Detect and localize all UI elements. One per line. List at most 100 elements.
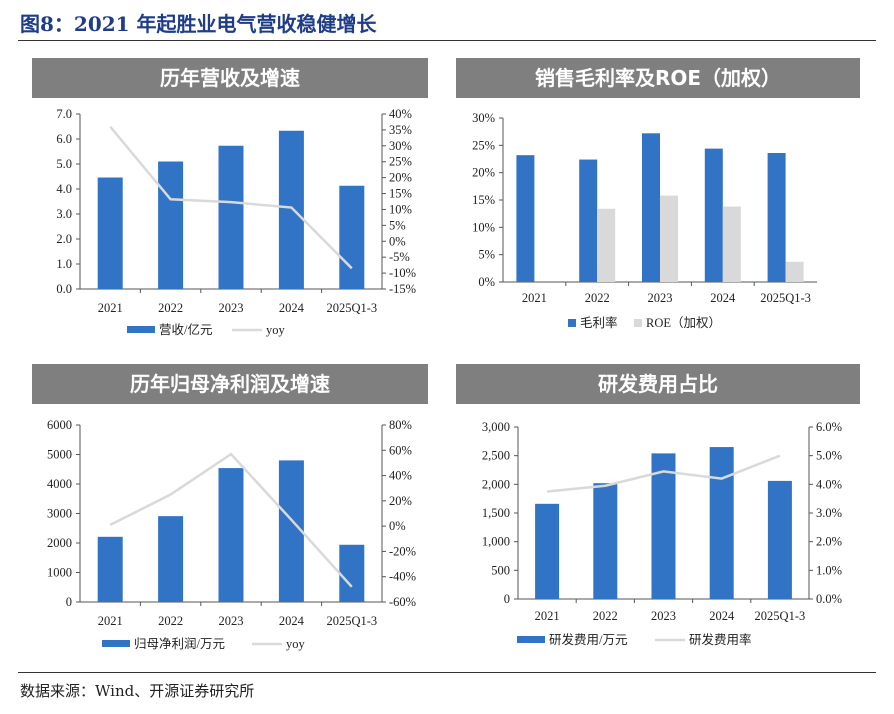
- bar: [767, 480, 792, 599]
- legend-swatch: [102, 640, 130, 647]
- bar: [709, 447, 734, 599]
- bar: [597, 208, 616, 282]
- left-tick-label: 6.0: [56, 132, 72, 146]
- right-tick-label: 10%: [389, 202, 412, 216]
- right-tick-label: 15%: [389, 187, 412, 201]
- legend-label: 毛利率: [580, 315, 618, 330]
- title-rule: [18, 40, 876, 41]
- legend-label: 营收/亿元: [159, 322, 212, 337]
- x-tick-label: 2022: [158, 301, 183, 315]
- x-tick-label: 2024: [279, 614, 305, 628]
- left-tick-label: 4000: [47, 477, 72, 491]
- bar: [704, 148, 723, 282]
- bar: [593, 483, 618, 599]
- left-tick-label: 5.0: [56, 157, 72, 171]
- source-rule: [18, 672, 876, 673]
- left-tick-label: 10%: [472, 220, 495, 234]
- legend-swatch: [517, 636, 545, 643]
- right-tick-label: 0%: [389, 234, 406, 248]
- bar: [339, 544, 365, 602]
- series-line: [109, 452, 353, 588]
- legend-swatch: [634, 319, 642, 327]
- right-tick-label: 0%: [389, 519, 406, 533]
- right-tick-label: 20%: [389, 171, 412, 185]
- legend-label: ROE（加权）: [646, 315, 721, 330]
- x-tick-label: 2025Q1-3: [326, 301, 377, 315]
- legend-label: yoy: [286, 637, 306, 651]
- bar: [158, 161, 184, 289]
- left-tick-label: 30%: [472, 111, 495, 125]
- x-tick-label: 2023: [219, 301, 244, 315]
- right-tick-label: -10%: [389, 266, 416, 280]
- x-tick-label: 2023: [648, 291, 673, 305]
- left-tick-label: 0: [66, 595, 72, 609]
- left-tick-label: 15%: [472, 193, 495, 207]
- bar: [516, 155, 535, 282]
- bar: [218, 145, 244, 289]
- x-tick-label: 2021: [535, 609, 560, 623]
- bar: [722, 206, 741, 282]
- x-tick-label: 2021: [98, 614, 123, 628]
- x-tick-label: 2021: [98, 301, 123, 315]
- x-tick-label: 2023: [219, 614, 244, 628]
- bar: [97, 536, 123, 602]
- bar: [97, 177, 123, 289]
- left-tick-label: 1000: [47, 566, 72, 580]
- right-tick-label: 1.0%: [816, 563, 842, 577]
- x-tick-label: 2022: [585, 291, 610, 305]
- left-tick-label: 5%: [478, 248, 495, 262]
- bar: [660, 195, 678, 282]
- x-tick-label: 2024: [710, 291, 736, 305]
- left-tick-label: 2000: [47, 536, 72, 550]
- bar: [218, 468, 244, 602]
- left-tick-label: 6000: [47, 418, 72, 432]
- x-tick-label: 2022: [158, 614, 183, 628]
- left-tick-label: 0%: [478, 275, 495, 289]
- left-tick-label: 3,000: [482, 420, 510, 434]
- right-tick-label: -60%: [389, 595, 416, 609]
- right-tick-label: 2.0%: [816, 535, 842, 549]
- left-tick-label: 2,000: [482, 477, 510, 491]
- right-tick-label: -5%: [389, 250, 410, 264]
- bar: [339, 185, 365, 289]
- x-tick-label: 2025Q1-3: [760, 291, 811, 305]
- bar: [651, 453, 676, 599]
- x-tick-label: 2022: [593, 609, 618, 623]
- legend-label: yoy: [266, 323, 286, 337]
- x-tick-label: 2025Q1-3: [326, 614, 377, 628]
- right-tick-label: 6.0%: [816, 420, 842, 434]
- legend-label: 研发费用率: [689, 632, 752, 647]
- legend-label: 归母净利润/万元: [134, 637, 225, 651]
- x-tick-label: 2023: [651, 609, 676, 623]
- legend-label: 研发费用/万元: [549, 632, 627, 647]
- x-tick-label: 2024: [709, 609, 735, 623]
- left-tick-label: 0: [504, 592, 510, 606]
- left-tick-label: 2,500: [482, 449, 510, 463]
- right-tick-label: 20%: [389, 494, 412, 508]
- bar: [158, 516, 184, 602]
- right-tick-label: 5.0%: [816, 449, 842, 463]
- left-tick-label: 1,500: [482, 506, 510, 520]
- right-tick-label: 0.0%: [816, 592, 842, 606]
- left-tick-label: 5000: [47, 448, 72, 462]
- left-tick-label: 7.0: [56, 107, 72, 121]
- series-line: [109, 125, 353, 270]
- right-tick-label: -15%: [389, 282, 416, 296]
- left-tick-label: 20%: [472, 166, 495, 180]
- right-tick-label: 35%: [389, 123, 412, 137]
- left-tick-label: 0.0: [56, 282, 72, 296]
- left-tick-label: 1.0: [56, 257, 72, 271]
- x-tick-label: 2024: [279, 301, 305, 315]
- panel-title-net-profit: 历年归母净利润及增速: [32, 364, 428, 404]
- bar: [535, 503, 560, 599]
- right-tick-label: 40%: [389, 469, 412, 483]
- right-tick-label: 30%: [389, 139, 412, 153]
- left-tick-label: 2.0: [56, 232, 72, 246]
- series-line: [546, 454, 781, 493]
- right-tick-label: 80%: [389, 418, 412, 432]
- legend-swatch: [127, 326, 155, 333]
- legend-swatch: [568, 319, 576, 327]
- bar: [579, 159, 598, 282]
- bar: [767, 152, 786, 282]
